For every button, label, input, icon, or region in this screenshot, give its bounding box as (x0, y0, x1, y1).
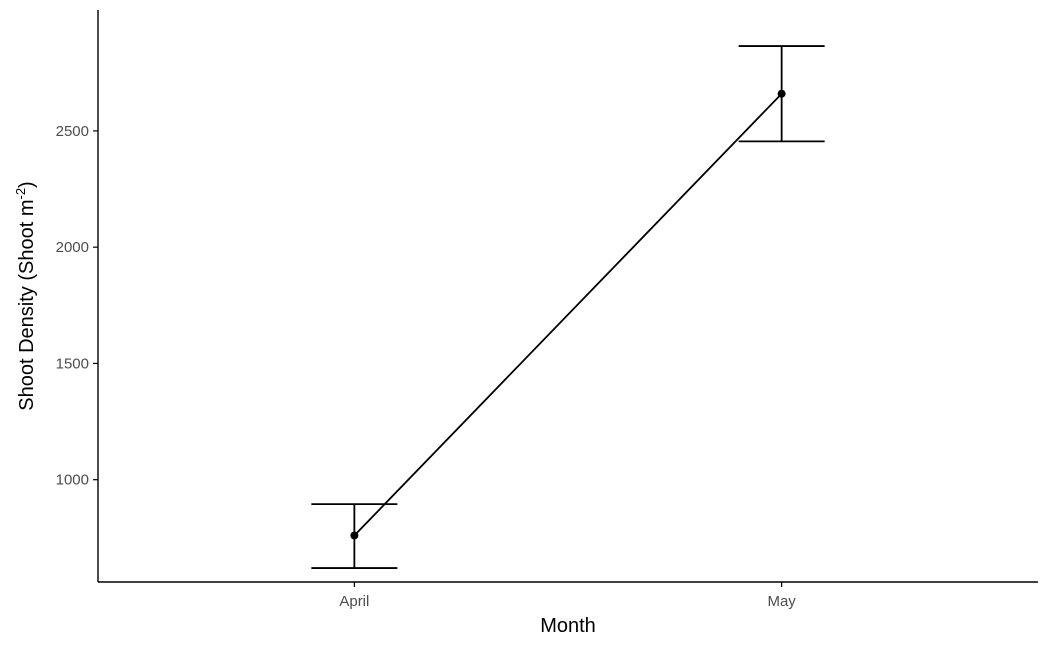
plot-area: 1000 1500 2000 2500 April May (56, 10, 1038, 610)
x-axis-title: Month (540, 615, 596, 637)
y-axis-title-close: ) (16, 181, 38, 188)
y-axis-title-main: Shoot Density (Shoot m (16, 200, 38, 411)
x-tick-label-april: April (339, 593, 369, 610)
data-point-april (350, 531, 359, 540)
series-line (353, 93, 783, 537)
data-point-may (777, 89, 786, 98)
x-tick-label-may: May (767, 593, 796, 610)
y-tick-label-2500: 2500 (56, 123, 89, 140)
y-axis-title: Shoot Density (Shoot m-2) (13, 181, 38, 410)
y-axis-title-superscript: -2 (13, 188, 28, 200)
y-tick-label-1000: 1000 (56, 472, 89, 489)
y-tick-label-1500: 1500 (56, 355, 89, 372)
y-tick-label-2000: 2000 (56, 239, 89, 256)
